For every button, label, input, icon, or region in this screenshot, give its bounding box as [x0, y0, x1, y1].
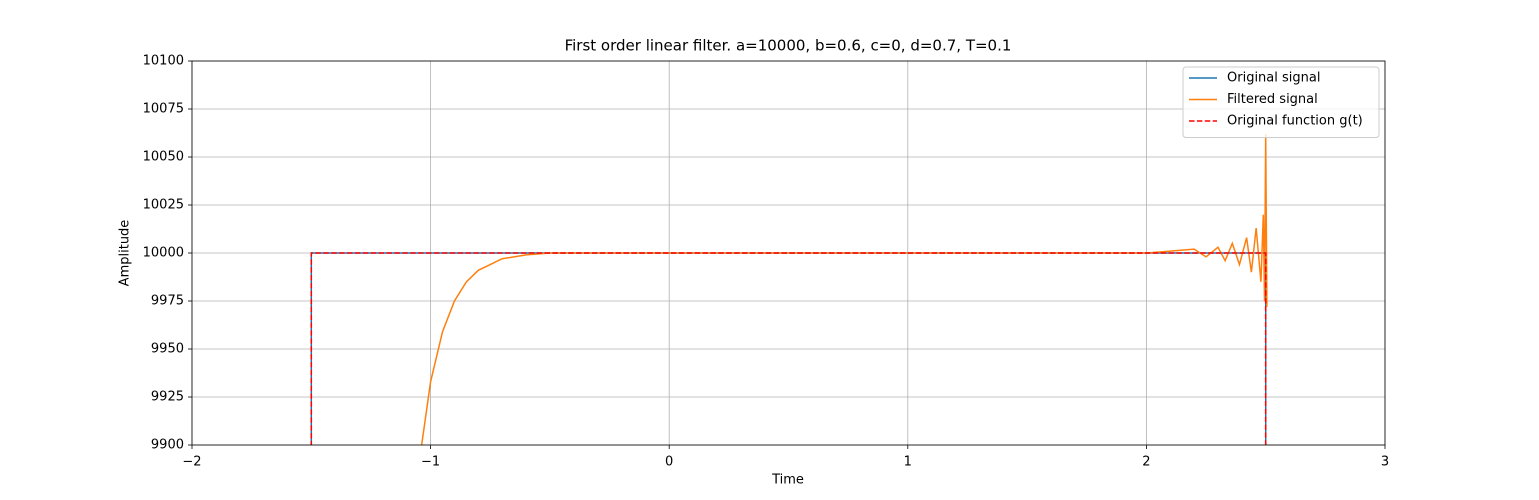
- plot-area: [310, 133, 1268, 445]
- y-tick-label: 10025: [143, 198, 184, 213]
- y-tick-label: 9925: [151, 390, 184, 405]
- y-tick-label: 9950: [151, 342, 184, 357]
- y-tick-label: 9975: [151, 294, 184, 309]
- y-axis-label: Amplitude: [118, 220, 133, 287]
- legend: Original signal Filtered signal Original f…: [1182, 66, 1380, 138]
- legend-label: Original signal: [1227, 71, 1320, 86]
- y-tick-label: 10050: [143, 150, 184, 165]
- x-tick-label: 0: [665, 455, 673, 470]
- series-line: [310, 252, 1267, 445]
- x-tick-label: 2: [1142, 455, 1150, 470]
- legend-box: [1182, 66, 1380, 138]
- series-line: [310, 252, 1267, 445]
- x-tick-label: 3: [1381, 455, 1389, 470]
- x-tick-label: −2: [182, 455, 201, 470]
- x-tick-label: −1: [421, 455, 440, 470]
- axes-frame: [191, 60, 1386, 446]
- chart-title: First order linear filter. a=10000, b=0.…: [565, 37, 1012, 55]
- legend-label: Original function g(t): [1227, 114, 1363, 129]
- y-tick-label: 10100: [143, 54, 184, 69]
- y-tick-label: 9900: [151, 438, 184, 453]
- y-tick-label: 10000: [143, 246, 184, 261]
- x-tick-label: 1: [904, 455, 912, 470]
- legend-label: Filtered signal: [1227, 92, 1318, 107]
- x-axis-label: Time: [771, 473, 804, 488]
- series-line: [420, 133, 1268, 445]
- y-tick-label: 10075: [143, 102, 184, 117]
